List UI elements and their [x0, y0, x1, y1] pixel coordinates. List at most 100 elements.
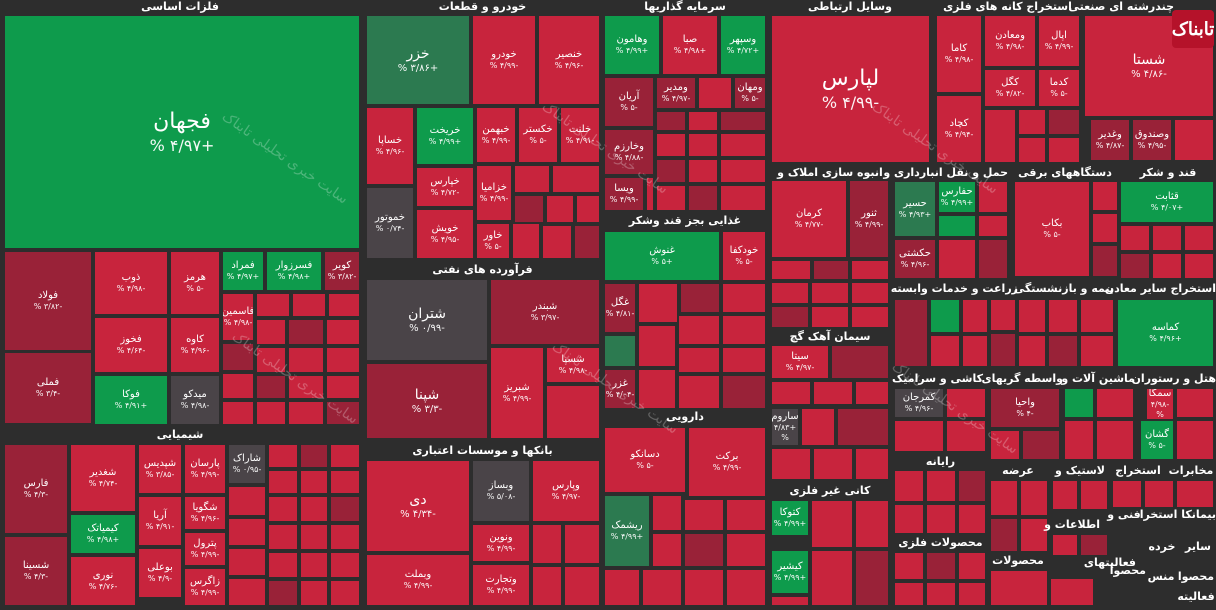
filler-tile[interactable]: [720, 111, 766, 131]
stock-tile[interactable]: فولاد -۳/۸۲ %: [4, 251, 92, 351]
filler-tile[interactable]: [855, 381, 889, 405]
filler-tile[interactable]: [330, 444, 360, 468]
filler-tile[interactable]: [512, 223, 540, 259]
filler-tile[interactable]: [292, 293, 326, 317]
filler-tile[interactable]: [678, 347, 720, 373]
filler-tile[interactable]: [326, 319, 360, 345]
stock-tile[interactable]: وصندوق -۴/۹۵ %: [1132, 119, 1172, 161]
filler-tile[interactable]: [958, 552, 986, 580]
filler-tile[interactable]: [771, 448, 811, 480]
stock-tile[interactable]: صبا +۴/۹۸ %: [662, 15, 718, 75]
filler-tile[interactable]: [1144, 480, 1174, 508]
stock-tile[interactable]: بکاب -۵ %: [1014, 181, 1090, 277]
filler-tile[interactable]: [771, 282, 809, 304]
stock-tile[interactable]: فارس -۴/۳ %: [4, 444, 68, 534]
stock-tile[interactable]: ریشمک +۴/۹۹ %: [604, 495, 650, 567]
filler-tile[interactable]: [1176, 388, 1214, 418]
stock-tile[interactable]: وسپهر +۴/۷۲ %: [720, 15, 766, 75]
filler-tile[interactable]: [1092, 245, 1118, 277]
filler-tile[interactable]: [638, 369, 676, 409]
filler-tile[interactable]: [552, 165, 600, 193]
filler-tile[interactable]: [894, 470, 924, 502]
filler-tile[interactable]: [811, 550, 853, 606]
filler-tile[interactable]: [288, 401, 324, 425]
filler-tile[interactable]: [1052, 534, 1078, 556]
filler-tile[interactable]: [228, 486, 266, 516]
filler-tile[interactable]: [811, 306, 849, 328]
filler-tile[interactable]: [1152, 225, 1182, 251]
filler-tile[interactable]: [576, 195, 600, 223]
filler-tile[interactable]: [564, 566, 600, 606]
filler-tile[interactable]: [722, 283, 766, 313]
filler-tile[interactable]: [680, 283, 720, 313]
filler-tile[interactable]: [855, 550, 889, 606]
filler-tile[interactable]: [720, 185, 766, 211]
stock-tile[interactable]: خنصير -۴/۹۶ %: [538, 15, 600, 105]
stock-tile[interactable]: فجهان +۴/۹۷ %: [4, 15, 360, 249]
filler-tile[interactable]: [328, 293, 360, 317]
filler-tile[interactable]: [990, 480, 1018, 516]
stock-tile[interactable]: وهامون +۴/۹۹ %: [604, 15, 660, 75]
filler-tile[interactable]: [990, 333, 1016, 367]
filler-tile[interactable]: [771, 596, 809, 606]
stock-tile[interactable]: وغدير -۴/۸۷ %: [1090, 119, 1130, 161]
stock-tile[interactable]: کاما -۴/۹۸ %: [936, 15, 982, 93]
filler-tile[interactable]: [894, 552, 924, 580]
filler-tile[interactable]: [564, 524, 600, 564]
filler-tile[interactable]: [222, 373, 254, 399]
stock-tile[interactable]: سمگا -۴/۹۸ %: [1146, 388, 1174, 420]
filler-tile[interactable]: [330, 470, 360, 494]
filler-tile[interactable]: [268, 496, 298, 522]
filler-tile[interactable]: [1080, 335, 1114, 367]
filler-tile[interactable]: [698, 77, 732, 109]
stock-tile[interactable]: وخارزم -۴/۸۸ %: [604, 129, 654, 175]
stock-tile[interactable]: شغدیر -۴/۷۴ %: [70, 444, 136, 512]
stock-tile[interactable]: خودکفا -۵ %: [722, 231, 766, 281]
stock-tile[interactable]: نوری -۴/۷۶ %: [70, 556, 136, 606]
stock-tile[interactable]: فاسمین -۴/۹۸ %: [222, 293, 254, 341]
stock-tile[interactable]: شبندر -۳/۹۷ %: [490, 279, 600, 345]
stock-tile[interactable]: ویسا -۴/۹۹ %: [604, 177, 644, 211]
stock-tile[interactable]: غزر -۴/۰۴ %: [604, 369, 636, 409]
filler-tile[interactable]: [720, 159, 766, 183]
filler-tile[interactable]: [726, 533, 766, 567]
filler-tile[interactable]: [222, 343, 254, 371]
filler-tile[interactable]: [652, 533, 682, 567]
stock-tile[interactable]: حفارس +۴/۹۹ %: [938, 181, 976, 213]
filler-tile[interactable]: [831, 345, 889, 379]
stock-tile[interactable]: آریا -۴/۹۱ %: [138, 496, 182, 546]
filler-tile[interactable]: [288, 347, 324, 373]
stock-tile[interactable]: فخوز -۴/۶۴ %: [94, 317, 168, 373]
filler-tile[interactable]: [722, 347, 766, 373]
filler-tile[interactable]: [990, 430, 1020, 460]
filler-tile[interactable]: [946, 420, 986, 452]
filler-tile[interactable]: [268, 524, 298, 550]
stock-tile[interactable]: شگویا -۴/۹۶ %: [184, 496, 226, 530]
filler-tile[interactable]: [300, 580, 328, 606]
filler-tile[interactable]: [656, 133, 686, 157]
filler-tile[interactable]: [813, 260, 849, 280]
stock-tile[interactable]: کمرجان -۴/۹۶ %: [894, 388, 944, 418]
filler-tile[interactable]: [546, 195, 574, 223]
filler-tile[interactable]: [962, 335, 988, 367]
filler-tile[interactable]: [1080, 534, 1108, 556]
stock-tile[interactable]: اپال -۴/۹۹ %: [1038, 15, 1080, 67]
stock-tile[interactable]: شسپا -۴/۹۸ %: [546, 347, 600, 383]
stock-tile[interactable]: کدما -۵ %: [1038, 69, 1080, 107]
filler-tile[interactable]: [300, 496, 328, 522]
stock-tile[interactable]: وپارس -۴/۹۷ %: [532, 460, 600, 522]
filler-tile[interactable]: [288, 319, 324, 345]
stock-tile[interactable]: دی -۴/۳۴ %: [366, 460, 470, 552]
stock-tile[interactable]: سیتا -۴/۹۷ %: [771, 345, 829, 379]
filler-tile[interactable]: [771, 260, 811, 280]
stock-tile[interactable]: غنوش +۵ %: [604, 231, 720, 281]
filler-tile[interactable]: [946, 388, 986, 418]
filler-tile[interactable]: [330, 552, 360, 578]
filler-tile[interactable]: [813, 381, 853, 405]
stock-tile[interactable]: شپنا -۳/۳ %: [366, 363, 488, 439]
filler-tile[interactable]: [926, 470, 956, 502]
stock-tile[interactable]: برکت -۴/۹۹ %: [688, 427, 766, 497]
filler-tile[interactable]: [930, 335, 960, 367]
stock-tile[interactable]: کاوه -۴/۹۶ %: [170, 317, 220, 373]
filler-tile[interactable]: [1052, 480, 1078, 510]
